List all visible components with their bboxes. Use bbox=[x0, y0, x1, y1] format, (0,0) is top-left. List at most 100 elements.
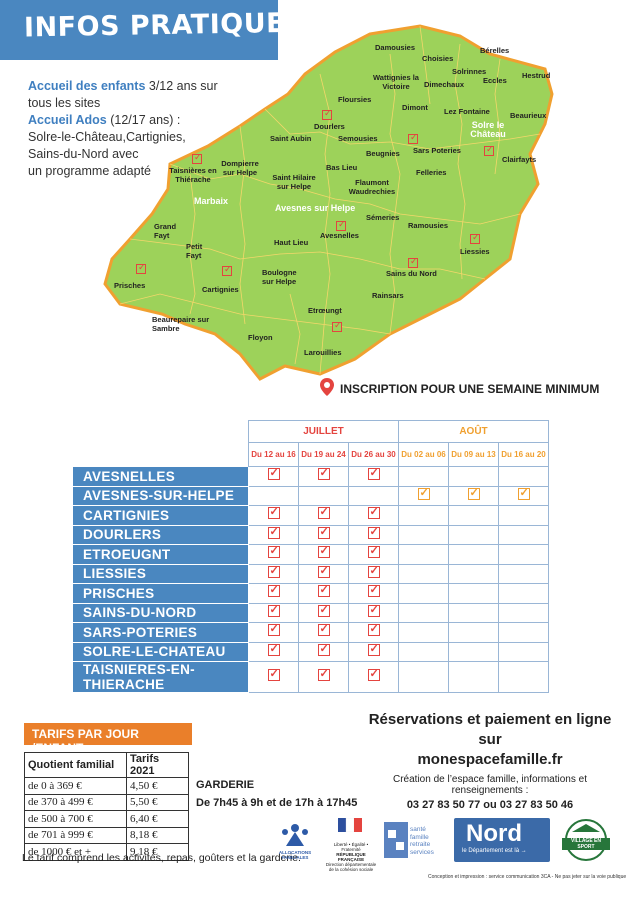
map-label-beaurieux: Beaurieux bbox=[510, 111, 547, 120]
schedule-cell bbox=[498, 563, 549, 584]
schedule-cell bbox=[498, 466, 549, 487]
reservation-info: Création de l’espace famille, informatio… bbox=[393, 774, 587, 796]
schedule-cell bbox=[398, 602, 449, 623]
schedule-cell bbox=[248, 485, 299, 506]
nord-text: Nord bbox=[466, 820, 522, 847]
tarifs-col-quotient: Quotient familial bbox=[24, 752, 127, 778]
tarif-quotient: de 701 à 999 € bbox=[24, 826, 127, 844]
map-label-grand-fayt: Grand Fayt bbox=[154, 222, 177, 240]
tarif-quotient: de 370 à 499 € bbox=[24, 793, 127, 811]
reservation-phones: 03 27 83 50 77 ou 03 27 83 50 46 bbox=[406, 799, 574, 811]
check-icon bbox=[367, 466, 380, 481]
map-label-dimont: Dimont bbox=[402, 103, 428, 112]
schedule-cell bbox=[448, 661, 499, 693]
tarif-note: Le tarif comprend les activités, repas, … bbox=[22, 852, 301, 864]
reservation-line-1: Réservations et paiement en ligne sur bbox=[368, 711, 612, 748]
schedule-cell bbox=[298, 583, 349, 604]
site-name: AVESNES-SUR-HELPE bbox=[72, 485, 249, 506]
garderie-hours: De 7h45 à 9h et de 17h à 17h45 bbox=[196, 797, 358, 809]
msa-text-3: retraite bbox=[410, 841, 431, 848]
map-label-floyon: Floyon bbox=[248, 333, 273, 342]
check-icon bbox=[267, 505, 280, 520]
map-label-felleries: Felleries bbox=[416, 168, 447, 177]
site-name: PRISCHES bbox=[72, 583, 249, 604]
map-label-flaumont: Flaumont Waudrechies bbox=[348, 178, 396, 196]
map-label-liessies: Liessies bbox=[460, 247, 490, 256]
schedule-cell bbox=[298, 563, 349, 584]
msa-text-1: santé bbox=[410, 826, 426, 833]
check-icon bbox=[317, 505, 330, 520]
site-name: SAINS-DU-NORD bbox=[72, 602, 249, 623]
caf-text: ALLOCATIONS FAMILIALES bbox=[278, 850, 312, 860]
schedule-cell bbox=[298, 485, 349, 506]
map-label-dimechaux: Dimechaux bbox=[424, 80, 465, 89]
ados-text: (12/17 ans) : bbox=[106, 113, 181, 127]
schedule-row: DOURLERS bbox=[72, 524, 549, 545]
schedule-row: SOLRE-LE-CHATEAU bbox=[72, 641, 549, 662]
map-label-etroeungt: Etrœungt bbox=[308, 306, 342, 315]
check-icon bbox=[317, 466, 330, 481]
msa-text-2: famille bbox=[410, 833, 429, 841]
schedule-cell bbox=[348, 583, 399, 604]
map-label-sars-poteries: Sars Poteries bbox=[413, 146, 461, 155]
schedule-cell bbox=[298, 661, 349, 693]
schedule-cell bbox=[248, 661, 299, 693]
map-label-petit-fayt: Petit Fayt bbox=[186, 242, 203, 260]
month-aout: AOÛT bbox=[398, 420, 549, 443]
map-label-sains-du-nord: Sains du Nord bbox=[386, 269, 437, 278]
schedule-cell bbox=[248, 466, 299, 487]
schedule-cell bbox=[298, 466, 349, 487]
check-icon bbox=[267, 525, 280, 539]
map-label-solre-le-chateau: Solre le Château bbox=[470, 120, 506, 139]
map-label-semeries: Sémeries bbox=[366, 213, 400, 222]
week-header: Du 02 au 06 bbox=[398, 442, 449, 467]
check-icon bbox=[317, 667, 330, 681]
check-icon bbox=[367, 642, 380, 656]
enfants-label: Accueil des enfants bbox=[28, 79, 146, 93]
schedule-row: CARTIGNIES bbox=[72, 505, 549, 526]
map-label-haut-lieu: Haut Lieu bbox=[274, 238, 309, 247]
tarif-row: de 701 à 999 €8,18 € bbox=[24, 826, 189, 844]
tarif-price: 8,18 € bbox=[126, 826, 189, 844]
schedule-cell bbox=[398, 505, 449, 526]
schedule-cell bbox=[298, 602, 349, 623]
map-label-beaurepaire: Beaurepaire sur Sambre bbox=[152, 315, 210, 333]
map-shape bbox=[103, 24, 554, 381]
schedule-cell bbox=[448, 524, 499, 545]
rf-direction: Direction départementale de la cohésion … bbox=[325, 862, 377, 872]
week-header: Du 26 au 30 bbox=[348, 442, 399, 467]
schedule-cell bbox=[448, 583, 499, 604]
schedule-cell bbox=[398, 524, 449, 545]
schedule-row: SAINS-DU-NORD bbox=[72, 602, 549, 623]
tarifs-table: Quotient familial Tarifs 2021 de 0 à 369… bbox=[24, 752, 189, 861]
site-name: SOLRE-LE-CHATEAU bbox=[72, 641, 249, 662]
map-label-flaursies: Floursies bbox=[338, 95, 372, 104]
map-label-wattignies: Wattignies la Victoire bbox=[373, 73, 419, 91]
map-label-bas-lieu: Bas Lieu bbox=[326, 163, 358, 172]
garderie-title: GARDERIE bbox=[196, 779, 255, 791]
tarif-price: 9,18 € bbox=[126, 843, 189, 861]
schedule-cell bbox=[348, 544, 399, 565]
schedule-cell bbox=[498, 583, 549, 604]
map-label-beugnies: Beugnies bbox=[366, 149, 400, 158]
reservation-website[interactable]: monespacefamille.fr bbox=[417, 751, 563, 768]
schedule-cell bbox=[248, 641, 299, 662]
schedule-row: TAISNIERES-EN-THIERACHE bbox=[72, 661, 549, 693]
site-name: TAISNIERES-EN-THIERACHE bbox=[72, 661, 249, 693]
map-label-dourlers: Dourlers bbox=[314, 122, 345, 131]
schedule-cell bbox=[298, 524, 349, 545]
schedule-cell bbox=[348, 563, 399, 584]
schedule-row: ETROEUGNT bbox=[72, 544, 549, 565]
schedule-cell bbox=[298, 622, 349, 643]
tarif-quotient: de 1000 € et + bbox=[24, 843, 127, 861]
schedule-row: AVESNELLES bbox=[72, 466, 549, 487]
map-check-dourlers bbox=[322, 108, 332, 120]
schedule-cell bbox=[398, 544, 449, 565]
schedule-cell bbox=[348, 641, 399, 662]
schedule-cell bbox=[498, 602, 549, 623]
schedule-cell bbox=[448, 622, 499, 643]
map-label-lez-fontaine: Lez Fontaine bbox=[444, 107, 490, 116]
schedule-cell bbox=[298, 641, 349, 662]
schedule-cell bbox=[448, 485, 499, 506]
village-en-sport-logo: VILLAGE EN SPORT bbox=[558, 818, 614, 862]
